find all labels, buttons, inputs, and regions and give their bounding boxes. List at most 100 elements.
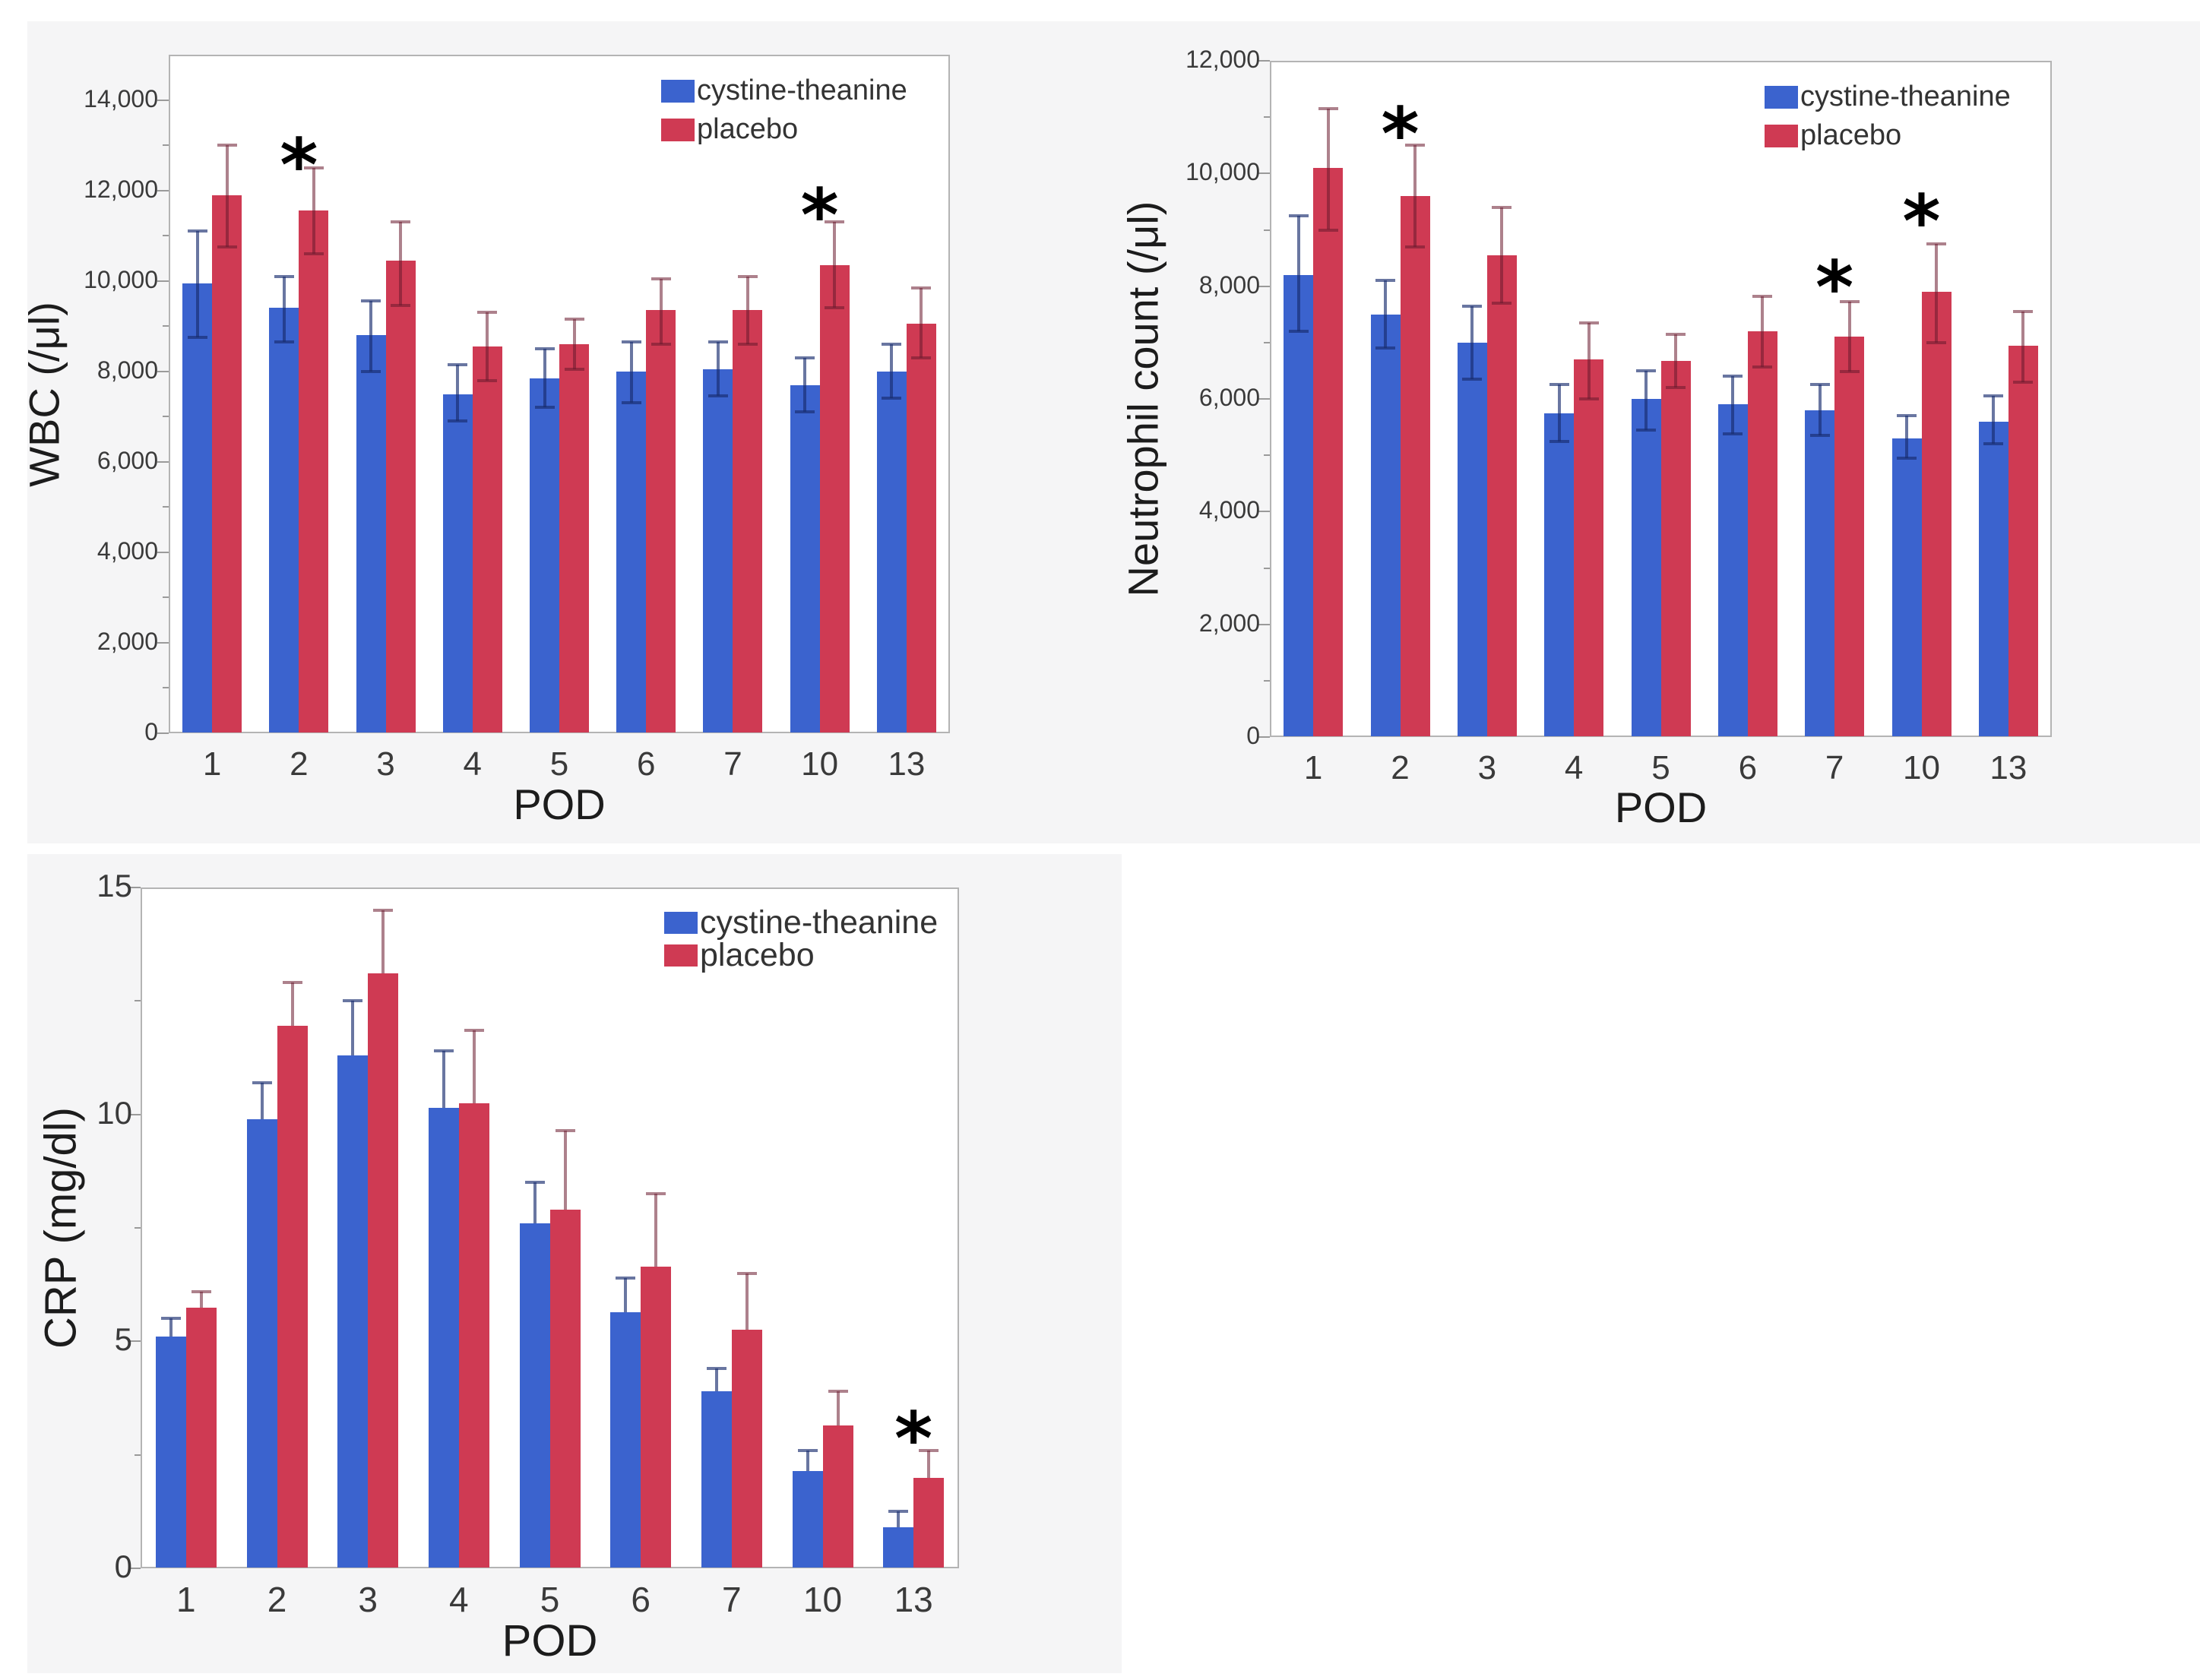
error-bar-cap-top xyxy=(888,1510,909,1514)
error-bar-cap-bottom xyxy=(564,367,584,371)
bar-cystine-theanine xyxy=(610,1311,641,1568)
x-tick-label: 7 xyxy=(722,1580,742,1620)
error-bar-cap-top xyxy=(1405,144,1425,147)
bar-placebo xyxy=(185,1307,217,1568)
y-tick-label: 6,000 xyxy=(97,446,158,474)
bar-cystine-theanine xyxy=(337,1055,369,1568)
y-tick-label: 12,000 xyxy=(1185,46,1260,74)
bar-cystine-theanine xyxy=(876,371,907,732)
y-minor-tick-mark xyxy=(163,235,169,237)
bar-cystine-theanine xyxy=(428,1107,459,1568)
error-bar-cap-bottom xyxy=(1897,456,1917,460)
x-tick-label: 13 xyxy=(894,1580,933,1620)
error-bar-line xyxy=(442,1051,445,1108)
bar-placebo xyxy=(458,1103,489,1568)
bar-placebo xyxy=(472,346,502,732)
y-tick-mark xyxy=(157,641,169,644)
error-bar-line xyxy=(920,287,923,358)
y-tick-mark xyxy=(129,887,141,888)
x-tick-label: 10 xyxy=(1903,749,1940,787)
significance-asterisk: * xyxy=(1815,245,1854,331)
x-tick-label: 13 xyxy=(1989,749,2027,787)
error-bar-cap-bottom xyxy=(1809,434,1830,438)
error-bar-line xyxy=(290,982,294,1027)
x-tick-label: 1 xyxy=(1303,749,1323,787)
error-bar-line xyxy=(1296,215,1300,331)
x-axis-title: POD xyxy=(1614,783,1708,831)
legend-label: placebo xyxy=(697,113,799,145)
error-bar-cap-bottom xyxy=(361,369,381,373)
y-tick-label: 12,000 xyxy=(84,175,158,203)
significance-asterisk: * xyxy=(1381,91,1420,177)
legend-row: cystine-theanine xyxy=(1765,81,2011,113)
error-bar-cap-top xyxy=(707,340,728,344)
x-tick-label: 6 xyxy=(636,745,656,783)
error-bar-cap-top xyxy=(621,340,641,344)
error-bar-cap-bottom xyxy=(1983,442,2004,446)
error-bar-line xyxy=(399,222,403,306)
error-bar-cap-top xyxy=(391,220,411,224)
x-tick-label: 1 xyxy=(202,745,222,783)
legend-row: placebo xyxy=(661,113,798,146)
error-bar-cap-top xyxy=(1926,242,1946,246)
error-bar-cap-top xyxy=(524,1181,545,1185)
bar-placebo xyxy=(641,1266,672,1568)
bar-placebo xyxy=(1834,337,1865,736)
y-tick-label: 2,000 xyxy=(97,628,158,656)
error-bar-cap-top xyxy=(797,1448,818,1452)
error-bar-cap-bottom xyxy=(1723,432,1743,435)
error-bar-cap-top xyxy=(373,908,394,912)
error-bar-cap-bottom xyxy=(1318,228,1338,232)
error-bar-line xyxy=(312,167,315,254)
error-bar-cap-bottom xyxy=(911,356,932,359)
y-tick-label: 0 xyxy=(1246,722,1260,750)
error-bar-cap-top xyxy=(534,346,555,350)
bar-cystine-theanine xyxy=(1717,404,1748,736)
error-bar-line xyxy=(199,1291,203,1308)
error-bar-line xyxy=(1500,207,1504,303)
error-bar-cap-top xyxy=(2013,310,2034,314)
x-tick-label: 4 xyxy=(1564,749,1584,787)
x-tick-label: 3 xyxy=(1477,749,1497,787)
error-bar-line xyxy=(195,231,199,338)
bar-placebo xyxy=(368,973,399,1568)
y-minor-tick-mark xyxy=(135,1227,141,1229)
error-bar-line xyxy=(629,342,633,403)
y-tick-mark xyxy=(1258,511,1270,513)
x-tick-label: 6 xyxy=(631,1580,651,1620)
error-bar-cap-bottom xyxy=(2013,380,2034,384)
legend-label: cystine-theanine xyxy=(1800,81,2011,112)
y-tick-label: 8,000 xyxy=(97,356,158,384)
bar-placebo xyxy=(1660,360,1691,736)
y-minor-tick-mark xyxy=(163,687,169,689)
error-bar-cap-bottom xyxy=(1578,397,1599,400)
error-bar-cap-top xyxy=(1636,369,1656,372)
error-bar-cap-top xyxy=(187,229,207,233)
error-bar-cap-top xyxy=(1288,214,1309,217)
y-tick-mark xyxy=(1258,172,1270,175)
error-bar-cap-top xyxy=(1318,107,1338,111)
error-bar-cap-bottom xyxy=(448,419,468,423)
error-bar-cap-top xyxy=(616,1276,636,1280)
error-bar-line xyxy=(369,301,373,372)
error-bar-cap-bottom xyxy=(1288,330,1309,333)
bar-cystine-theanine xyxy=(442,394,473,732)
y-tick-mark xyxy=(129,1568,141,1569)
error-bar-line xyxy=(1935,244,1938,343)
bar-placebo xyxy=(1921,292,1952,736)
error-bar-line xyxy=(1557,384,1561,441)
bar-placebo xyxy=(819,264,850,732)
legend-swatch-placebo xyxy=(1765,124,1798,147)
error-bar-cap-bottom xyxy=(1462,378,1483,381)
error-bar-cap-bottom xyxy=(1666,386,1686,390)
legend-swatch-cystine-theanine xyxy=(664,912,698,934)
legend-row: placebo xyxy=(664,937,815,974)
x-tick-label: 13 xyxy=(888,745,926,783)
error-bar-cap-bottom xyxy=(217,245,237,249)
error-bar-line xyxy=(1992,396,1996,445)
error-bar-cap-top xyxy=(1897,414,1917,418)
legend-label: cystine-theanine xyxy=(700,904,939,941)
bar-cystine-theanine xyxy=(182,283,213,732)
y-tick-label: 4,000 xyxy=(1198,496,1260,524)
